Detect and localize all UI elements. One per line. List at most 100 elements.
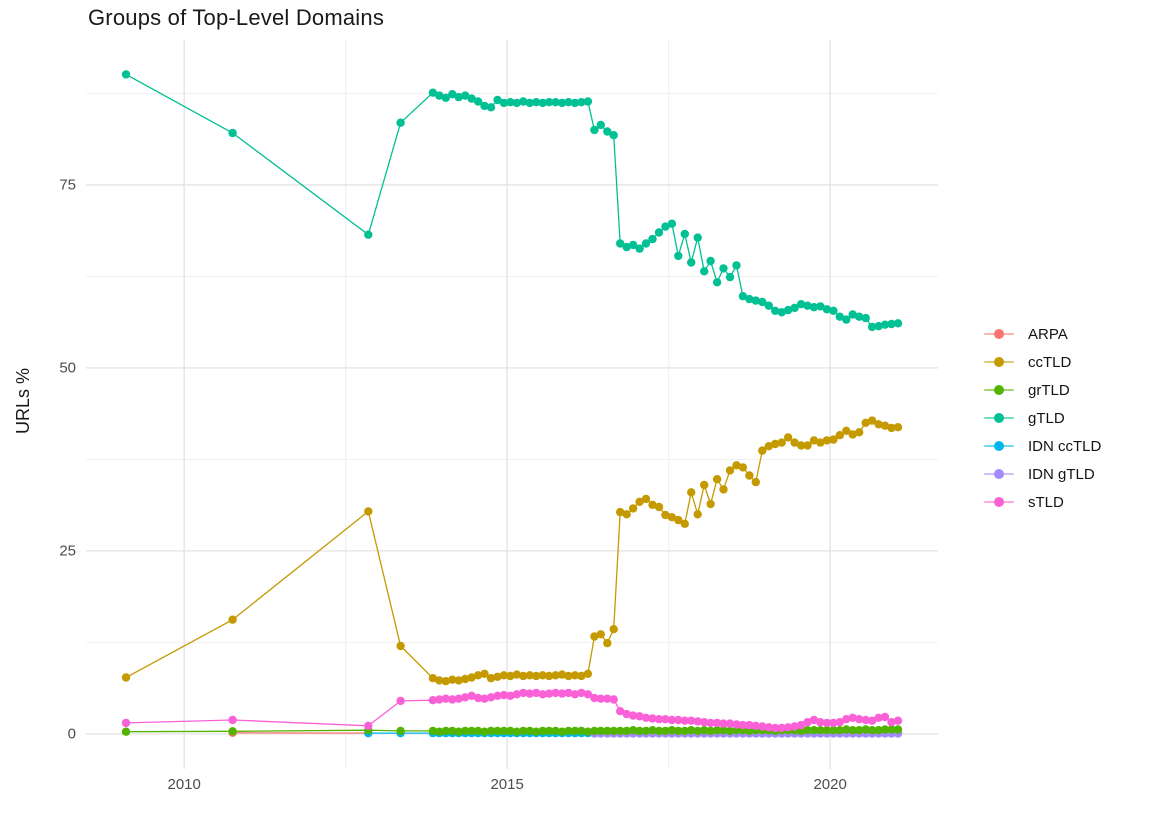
data-point-stld [738,720,748,730]
data-point-cctld [661,510,670,520]
data-point-grtld [564,726,573,736]
data-point-gtld [816,302,825,311]
data-point-cctld [512,670,521,679]
legend-key-icon [984,408,1014,428]
legend: ARPA ccTLD grTLD gTLD IDN ccTLD IDN gTLD sTLD [984,324,1101,512]
data-point-cctld [822,436,832,445]
data-point-gtld [628,240,638,250]
data-point-cctld [228,615,237,624]
data-point-grtld [609,726,618,736]
data-point-cctld [790,438,799,447]
data-point-cctld [777,438,786,447]
data-point-gtld [680,229,689,239]
legend-label: ccTLD [1028,353,1072,371]
data-point-stld [835,718,844,727]
data-point-cctld [519,671,528,681]
data-point-gtld [855,312,864,321]
data-point-grtld [532,727,541,736]
data-point-cctld [551,671,560,680]
data-point-gtld [893,319,903,328]
data-point-gtld [525,98,534,108]
legend-item-stld: sTLD [984,492,1101,512]
data-point-gtld [783,305,793,315]
data-point-cctld [577,671,586,681]
legend-label: grTLD [1028,381,1070,399]
data-point-gtld [461,91,470,100]
data-point-cctld [796,441,806,450]
data-point-grtld [570,726,580,736]
data-point-cctld [861,418,870,427]
data-point-stld [654,715,664,724]
legend-dot-swatch [994,441,1004,451]
data-point-grtld [628,726,638,735]
data-point-stld [570,690,580,699]
data-point-stld [603,694,612,703]
data-point-grtld [635,726,644,736]
data-point-cctld [590,632,599,641]
data-point-grtld [603,726,612,736]
data-point-stld [538,690,547,699]
data-point-stld [822,718,832,728]
data-point-cctld [486,674,496,683]
data-point-cctld [364,507,373,516]
data-point-grtld [641,726,651,736]
data-point-cctld [538,671,547,680]
data-point-cctld [738,463,748,472]
y-tick-label: 50 [59,359,76,377]
data-point-grtld [725,726,735,736]
data-point-stld [758,722,767,731]
data-point-grtld [228,727,237,736]
legend-label: gTLD [1028,409,1065,427]
data-point-cctld [803,441,812,450]
data-point-stld [428,696,438,705]
data-point-gtld [725,272,735,282]
data-point-grtld [829,726,838,735]
data-point-grtld [583,727,593,736]
data-point-gtld [809,303,819,312]
data-point-grtld [493,726,502,736]
data-point-stld [583,690,593,699]
data-point-cctld [467,673,476,682]
data-point-gtld [654,228,664,237]
data-point-stld [842,715,851,724]
data-point-grtld [687,726,696,735]
data-point-stld [816,718,825,727]
data-point-grtld [822,726,832,735]
data-point-grtld [121,727,131,736]
data-point-stld [661,715,670,724]
data-point-stld [577,688,586,698]
data-point-grtld [448,726,457,736]
data-point-gtld [635,244,644,253]
data-point-cctld [719,485,728,494]
data-point-gtld [848,310,857,319]
data-point-cctld [603,638,612,648]
data-point-cctld [609,625,618,634]
legend-dot-swatch [994,385,1004,395]
data-point-gtld [751,296,760,305]
data-point-grtld [654,726,664,736]
data-point-stld [506,691,515,700]
data-point-gtld [396,118,405,127]
data-point-gtld [493,95,502,105]
data-point-cctld [745,471,754,480]
data-point-grtld [893,725,903,734]
data-point-grtld [809,726,819,735]
data-point-stld [700,718,709,727]
data-point-stld [848,713,857,722]
data-point-stld [674,715,683,725]
data-point-gtld [435,91,444,100]
legend-key-icon [984,436,1014,456]
data-point-stld [887,718,896,727]
data-point-stld [635,712,644,721]
data-point-cctld [893,423,903,432]
data-point-stld [796,720,806,730]
data-point-stld [803,718,812,727]
data-point-grtld [803,726,812,735]
data-point-gtld [674,251,683,261]
data-point-cctld [687,488,696,497]
data-point-cctld [712,475,722,484]
data-point-cctld [454,676,463,685]
data-point-gtld [609,131,618,140]
data-point-gtld [441,93,450,103]
data-point-stld [880,712,890,722]
